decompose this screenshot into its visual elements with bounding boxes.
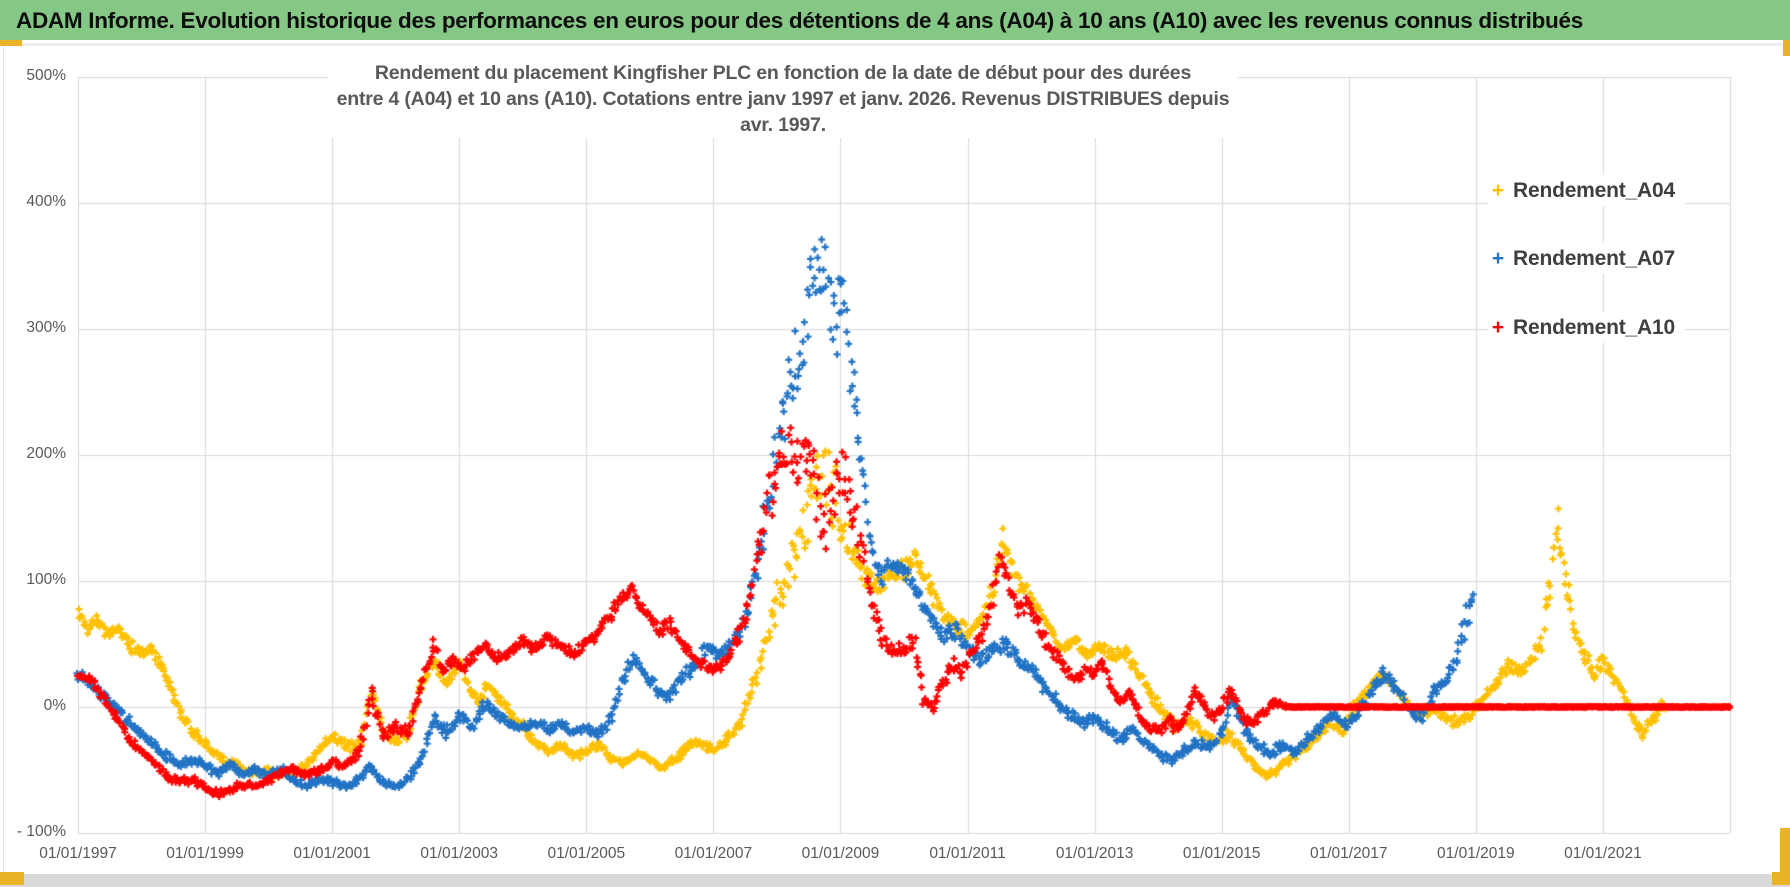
x-axis-label: 01/01/2015 xyxy=(1182,845,1261,862)
gold-accent-top-left xyxy=(0,40,22,46)
gold-accent-top-right xyxy=(1783,40,1790,56)
x-axis-label: 01/01/2003 xyxy=(420,845,498,862)
chart-title: Rendement du placement Kingfisher PLC en… xyxy=(328,60,1238,138)
x-axis-label: 01/01/2009 xyxy=(801,845,880,862)
x-axis-label: 01/01/2007 xyxy=(674,845,753,862)
y-axis-label: 300% xyxy=(26,319,66,336)
legend-item-rendement_a04: + Rendement_A04 xyxy=(1488,175,1685,206)
x-axis-label: 01/01/2011 xyxy=(929,845,1006,862)
plus-marker-icon: + xyxy=(1491,315,1505,339)
x-axis-label: 01/01/1999 xyxy=(166,845,244,862)
x-axis-label: 01/01/2019 xyxy=(1437,845,1515,862)
y-axis-label: 0% xyxy=(43,697,66,714)
chart-title-line1: Rendement du placement Kingfisher PLC en… xyxy=(374,62,1192,84)
legend-label: Rendement_A04 xyxy=(1513,178,1675,202)
header-bar: ADAM Informe. Evolution historique des p… xyxy=(0,0,1790,40)
legend-label: Rendement_A10 xyxy=(1513,315,1675,339)
plus-marker-icon: + xyxy=(1491,178,1505,202)
gold-accent-bottom-left xyxy=(0,872,24,885)
gold-accent-right-bar xyxy=(1780,828,1790,882)
x-axis-label: 01/01/2013 xyxy=(1055,845,1134,862)
y-axis-label: 500% xyxy=(26,67,66,84)
x-axis-label: 01/01/2001 xyxy=(293,845,371,862)
frame-left-border xyxy=(3,46,4,872)
x-axis-label: 01/01/1997 xyxy=(39,845,117,862)
chart-title-line2: entre 4 (A04) et 10 ans (A10). Cotations… xyxy=(336,88,1230,136)
y-axis-label: 100% xyxy=(26,571,66,588)
x-axis-label: 01/01/2017 xyxy=(1309,845,1388,862)
legend-label: Rendement_A07 xyxy=(1513,246,1675,270)
y-axis-label: 400% xyxy=(26,193,66,210)
header-shadow-line xyxy=(22,43,1782,46)
y-axis-label: - 100% xyxy=(16,823,66,840)
footer-strip xyxy=(0,874,1790,887)
header-title: ADAM Informe. Evolution historique des p… xyxy=(16,8,1583,33)
legend-item-rendement_a07: + Rendement_A07 xyxy=(1488,243,1685,274)
y-axis-label: 200% xyxy=(26,445,66,462)
legend-item-rendement_a10: + Rendement_A10 xyxy=(1488,312,1685,343)
x-axis-label: 01/01/2005 xyxy=(547,845,626,862)
plus-marker-icon: + xyxy=(1491,246,1505,270)
x-axis-label: 01/01/2021 xyxy=(1564,845,1642,862)
gold-accent-bottom-right xyxy=(1772,872,1790,885)
